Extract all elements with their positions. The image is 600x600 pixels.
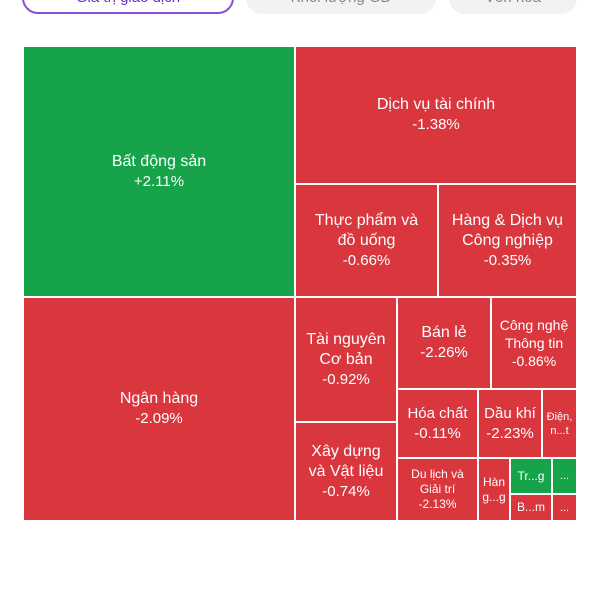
tile-name: Tr...g: [517, 468, 545, 483]
tile-name: ...: [559, 501, 570, 514]
tile-name: Hóa chất: [407, 404, 468, 422]
tile-oil-gas[interactable]: Dầu khí -2.23%: [478, 389, 542, 458]
tile-information-technology[interactable]: Công nghệ Thông tin -0.86%: [491, 297, 577, 389]
tile-name: B...m: [516, 500, 545, 514]
tile-real-estate[interactable]: Bất động sản +2.11%: [23, 46, 295, 297]
tile-name: Điện, n...t: [546, 410, 573, 437]
tile-small-1[interactable]: ...: [552, 458, 577, 494]
tile-retail[interactable]: Bán lẻ -2.26%: [397, 297, 491, 389]
tile-change: -0.86%: [511, 353, 557, 369]
tile-change: -2.23%: [486, 424, 534, 442]
tile-name: Xây dựng và Vật liệu: [308, 442, 384, 480]
tile-change: -2.13%: [418, 497, 457, 511]
tile-small-2[interactable]: ...: [552, 494, 577, 521]
tile-change: -0.11%: [414, 424, 461, 442]
tile-name: Hàn g...g: [482, 474, 506, 504]
tile-name: Hàng & Dịch vụ Công nghiệp: [451, 211, 564, 249]
tile-travel-leisure[interactable]: Du lịch và Giải trí -2.13%: [397, 458, 478, 521]
tile-banking[interactable]: Ngân hàng -2.09%: [23, 297, 295, 521]
tile-change: -2.09%: [135, 410, 183, 427]
tab-bar: Giá trị giao dịch Khối lượng GD Vốn hóa: [0, 0, 600, 20]
tile-name: Bán lẻ: [421, 324, 467, 341]
tile-name: Dầu khí: [484, 404, 536, 422]
tile-change: -0.92%: [322, 370, 370, 388]
tab-market-cap[interactable]: Vốn hóa: [449, 0, 577, 14]
tile-basic-resources[interactable]: Tài nguyên Cơ bản -0.92%: [295, 297, 397, 422]
tile-name: Công nghệ Thông tin: [499, 317, 569, 351]
tile-change: -0.35%: [483, 251, 532, 269]
tile-financial-services[interactable]: Dịch vụ tài chính -1.38%: [295, 46, 577, 184]
tile-industrial-goods-services[interactable]: Hàng & Dịch vụ Công nghiệp -0.35%: [438, 184, 577, 297]
tile-name: Thực phẩm và đồ uống: [314, 211, 419, 249]
tab-trading-volume[interactable]: Khối lượng GD: [246, 0, 436, 14]
tile-change: -1.38%: [412, 116, 460, 133]
tile-change: +2.11%: [133, 172, 185, 190]
tile-construction-materials[interactable]: Xây dựng và Vật liệu -0.74%: [295, 422, 397, 521]
tile-name: Dịch vụ tài chính: [376, 96, 496, 113]
tile-name: Bất động sản: [111, 152, 207, 170]
tile-tr-g[interactable]: Tr...g: [510, 458, 552, 494]
tile-name: Ngân hàng: [119, 390, 199, 407]
tile-change: -0.74%: [322, 482, 370, 500]
tile-name: Tài nguyên Cơ bản: [306, 330, 386, 368]
tile-goods[interactable]: Hàn g...g: [478, 458, 510, 521]
tile-change: -0.66%: [342, 251, 391, 269]
tile-change: -2.26%: [420, 344, 468, 361]
tile-b-m[interactable]: B...m: [510, 494, 552, 521]
tile-name: Du lịch và Giải trí: [411, 467, 464, 496]
tile-food-beverage[interactable]: Thực phẩm và đồ uống -0.66%: [295, 184, 438, 297]
tile-chemicals[interactable]: Hóa chất -0.11%: [397, 389, 478, 458]
tile-name: ...: [559, 470, 570, 482]
tile-utilities[interactable]: Điện, n...t: [542, 389, 577, 458]
